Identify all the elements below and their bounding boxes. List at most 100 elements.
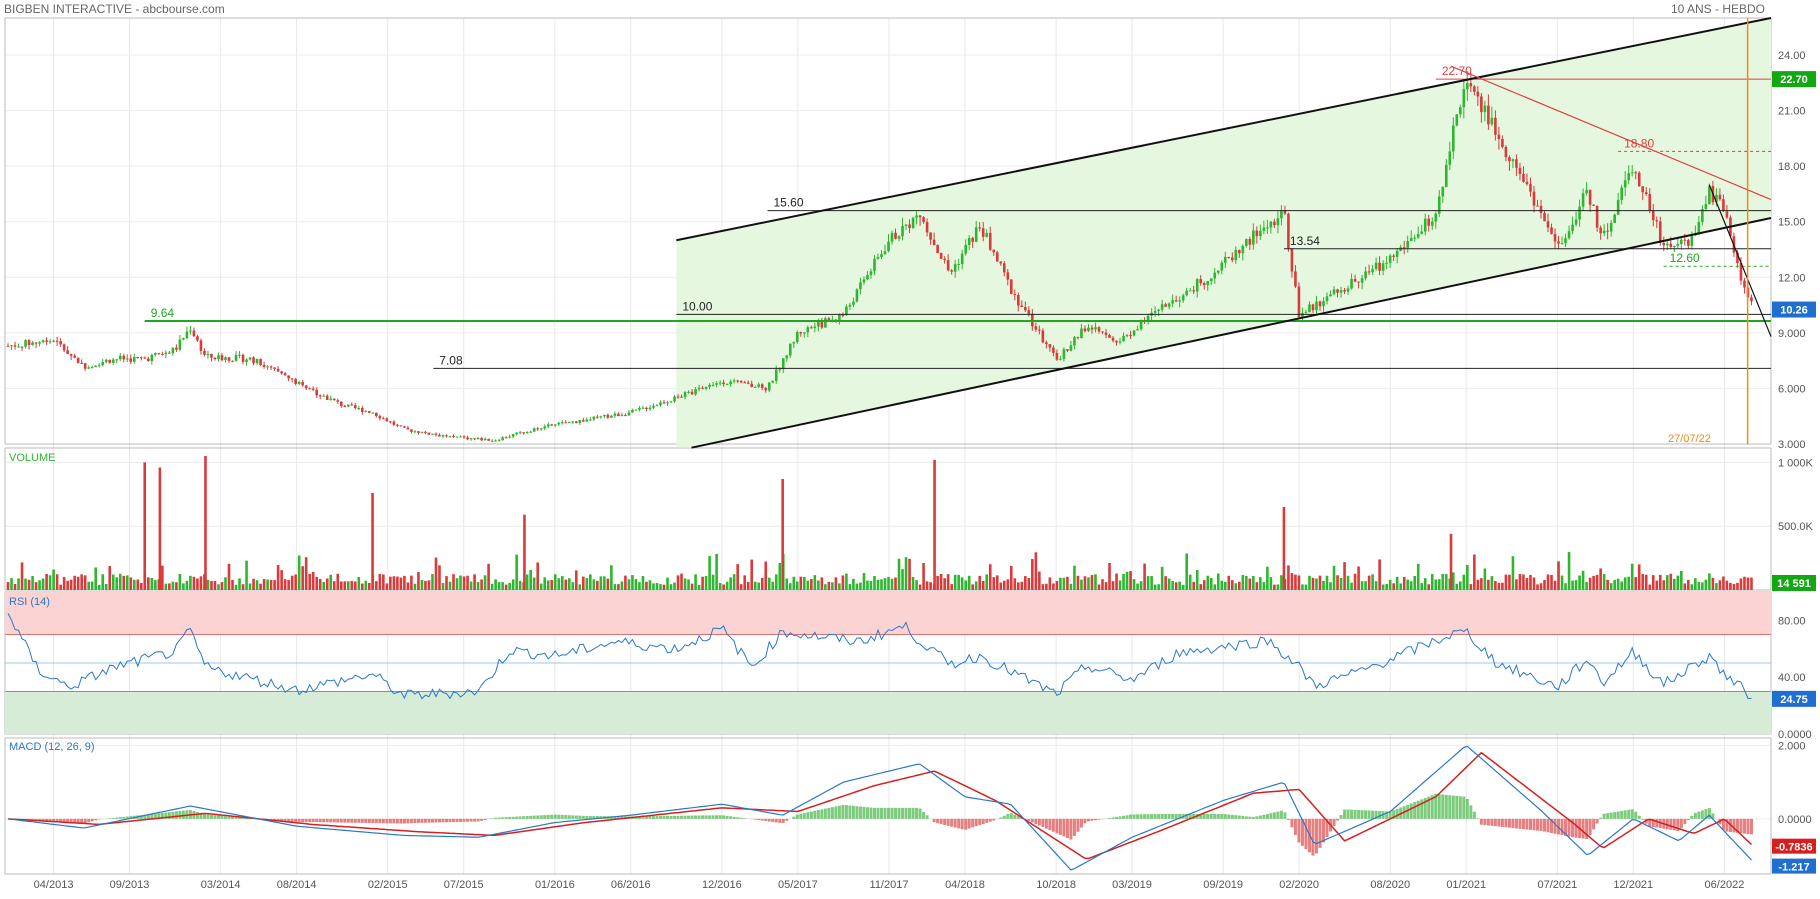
volume-bar — [1340, 578, 1343, 590]
volume-bar — [968, 576, 971, 590]
volume-bar — [1620, 581, 1623, 590]
volume-bar — [1487, 580, 1490, 590]
volume-bar — [1645, 575, 1648, 590]
volume-bar — [1017, 582, 1020, 590]
volume-bar — [778, 563, 781, 590]
macd-histogram-bar — [87, 819, 90, 822]
volume-bar — [270, 580, 273, 590]
candle-body — [870, 271, 873, 275]
volume-bar — [1392, 583, 1395, 590]
x-tick-label: 02/2020 — [1279, 879, 1319, 891]
candle-body — [1263, 227, 1266, 230]
volume-bar — [347, 581, 350, 590]
macd-histogram-bar — [1606, 813, 1609, 819]
macd-histogram-bar — [1041, 819, 1044, 827]
macd-histogram-bar — [715, 815, 718, 819]
candle-body — [284, 373, 287, 375]
candle-body — [1291, 248, 1294, 271]
candle-body — [540, 428, 543, 429]
x-tick-label: 03/2019 — [1112, 879, 1152, 891]
candle-body — [291, 378, 294, 379]
macd-histogram-bar — [361, 819, 364, 823]
volume-bar — [785, 578, 788, 590]
candle-body — [1571, 225, 1574, 232]
volume-bar — [687, 579, 690, 590]
candle-body — [203, 351, 206, 355]
candle-body — [789, 344, 792, 356]
macd-histogram-bar — [1350, 810, 1353, 819]
macd-histogram-bar — [1690, 816, 1693, 819]
volume-bar — [642, 576, 645, 590]
macd-histogram-bar — [494, 818, 497, 819]
volume-bar — [52, 569, 55, 590]
volume-bar — [298, 555, 301, 590]
macd-histogram-bar — [968, 819, 971, 829]
volume-bar — [126, 575, 129, 590]
volume-bar — [593, 579, 596, 590]
candle-body — [389, 421, 392, 422]
candle-body — [329, 399, 332, 400]
volume-bar — [410, 576, 413, 590]
volume-bar — [1175, 582, 1178, 590]
macd-histogram-bar — [852, 806, 855, 819]
x-tick-label: 09/2019 — [1203, 879, 1243, 891]
candle-body — [287, 375, 290, 378]
candle-body — [438, 435, 441, 437]
candle-body — [1052, 348, 1055, 353]
volume-bar — [287, 580, 290, 590]
candle-body — [985, 233, 988, 237]
volume-bar — [982, 581, 985, 590]
candle-body — [1084, 329, 1087, 332]
candle-body — [101, 362, 104, 365]
volume-peak-bar — [933, 460, 936, 590]
candle-body — [722, 383, 725, 385]
macd-histogram-bar — [536, 815, 539, 818]
candle-body — [568, 422, 571, 423]
candle-body — [950, 270, 953, 271]
candle-body — [477, 438, 480, 439]
x-tick-label: 05/2017 — [778, 879, 818, 891]
macd-histogram-bar — [719, 815, 722, 819]
macd-histogram-bar — [319, 819, 322, 822]
macd-histogram-bar — [424, 819, 427, 823]
macd-histogram-bar — [768, 819, 771, 822]
candle-body — [144, 358, 147, 359]
volume-bar — [1077, 576, 1080, 590]
volume-bar — [175, 582, 178, 590]
candle-body — [1087, 328, 1090, 331]
candle-body — [1112, 338, 1115, 341]
volume-bar — [1115, 574, 1118, 590]
macd-histogram-bar — [1224, 814, 1227, 819]
candle-body — [333, 399, 336, 401]
macd-histogram-bar — [1582, 819, 1585, 839]
candle-body — [1017, 295, 1020, 306]
candle-body — [687, 392, 690, 393]
macd-histogram-bar — [1006, 814, 1009, 819]
candle-body — [957, 264, 960, 265]
volume-bar — [849, 584, 852, 590]
volume-bar — [870, 581, 873, 590]
volume-bar — [1220, 581, 1223, 590]
macd-histogram-bar — [1150, 814, 1153, 819]
candle-body — [1564, 238, 1567, 243]
candle-body — [228, 357, 231, 361]
volume-bar — [1242, 575, 1245, 590]
macd-histogram-bar — [1357, 810, 1360, 819]
volume-bar — [877, 580, 880, 590]
candle-body — [1227, 257, 1230, 258]
candle-body — [424, 432, 427, 433]
volume-bar — [1662, 580, 1665, 590]
candle-body — [189, 331, 192, 332]
macd-histogram-bar — [1459, 796, 1462, 819]
macd-histogram-bar — [1343, 810, 1346, 819]
macd-histogram-bar — [575, 816, 578, 819]
macd-histogram-bar — [677, 816, 680, 819]
macd-histogram-bar — [582, 816, 585, 819]
macd-histogram-bar — [1227, 815, 1230, 819]
x-tick-label: 03/2014 — [201, 879, 241, 891]
candle-body — [943, 259, 946, 260]
macd-histogram-bar — [775, 819, 778, 823]
macd-histogram-bar — [1203, 814, 1206, 819]
candle-body — [263, 365, 266, 367]
